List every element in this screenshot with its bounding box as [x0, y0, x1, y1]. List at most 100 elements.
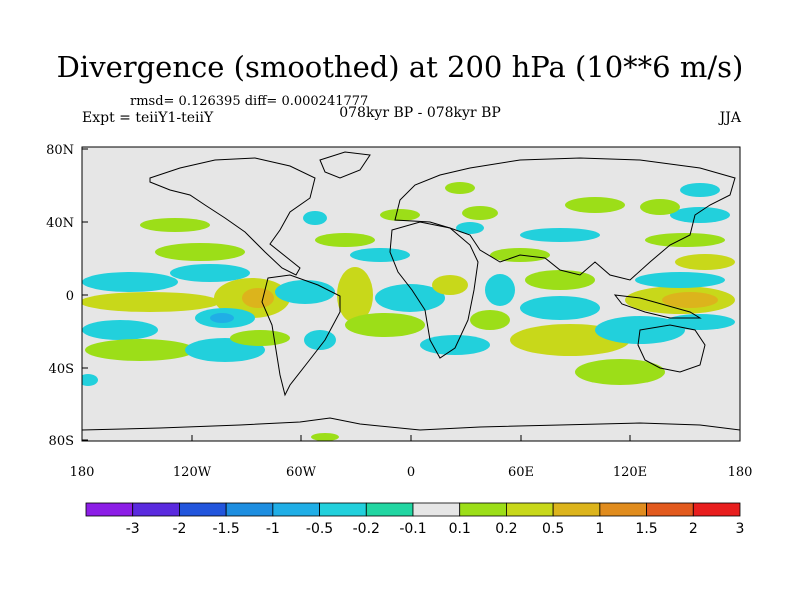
coastline-antarctica [82, 417, 740, 431]
neg-anomaly [375, 284, 445, 312]
pos-anomaly [315, 233, 375, 247]
colorbar-label: -1 [266, 521, 280, 537]
neg-anomaly [275, 280, 335, 304]
pos-anomaly [470, 310, 510, 330]
pos-anomaly [675, 254, 735, 270]
neg-anomaly [82, 272, 178, 292]
lon-labels: 180 120W 60W 0 60E 120E 180 [70, 465, 753, 480]
lon-label: 180 [728, 465, 753, 480]
neg-anomaly [420, 335, 490, 355]
colorbar-label: -2 [172, 521, 186, 537]
pos-anomaly [140, 218, 210, 232]
neg-anomaly [82, 320, 158, 340]
lon-label: 0 [407, 465, 415, 480]
lon-label: 120W [173, 465, 212, 480]
pos-anomaly [311, 433, 339, 441]
colorbar-label: -0.5 [306, 521, 333, 537]
colorbar-swatch [85, 502, 134, 517]
colorbar: -3 -2 -1.5 -1 -0.5 -0.2 -0.1 0.1 0.2 0.5 1 1.5 2 3 [85, 502, 745, 537]
pos-anomaly [82, 374, 98, 386]
colorbar-swatch [646, 502, 694, 517]
neg-anomaly [350, 248, 410, 262]
lon-label: 180 [70, 465, 95, 480]
pos-anomaly [445, 182, 475, 194]
neg-anomaly [170, 264, 250, 282]
colorbar-label: -1.5 [212, 521, 239, 537]
colorbar-label: 2 [689, 521, 698, 537]
pos-anomaly [575, 359, 665, 385]
pos-anomaly [345, 313, 425, 337]
lat-label: 40N [46, 216, 74, 231]
neg-anomaly [520, 296, 600, 320]
coastline-eurasia [394, 157, 736, 281]
pos-anomaly [380, 209, 420, 221]
pos-anomaly [645, 233, 725, 247]
period-label: 078kyr BP - 078kyr BP [339, 105, 501, 121]
pos-anomaly [85, 339, 195, 361]
colorbar-label: -3 [126, 521, 140, 537]
coastline-north-america [149, 157, 316, 276]
pos-anomaly [155, 243, 245, 261]
colorbar-label: 3 [736, 521, 745, 537]
neg-anomaly [680, 183, 720, 197]
pos-anomaly [432, 275, 468, 295]
lon-label: 60E [508, 465, 534, 480]
pos-anomaly-strong [242, 288, 274, 308]
pos-anomaly [565, 197, 625, 213]
colorbar-swatch [412, 502, 461, 517]
coastline-africa [389, 221, 479, 359]
neg-anomaly [485, 274, 515, 306]
lat-label: 80S [49, 434, 74, 449]
colorbar-label: 0.5 [542, 521, 564, 537]
chart-title: Divergence (smoothed) at 200 hPa (10**6 … [56, 50, 744, 84]
lat-label: 80N [46, 143, 74, 158]
colorbar-label: -0.1 [399, 521, 426, 537]
neg-anomaly [303, 211, 327, 225]
coastline-south-america [261, 274, 341, 397]
neg-anomaly [665, 314, 735, 330]
colorbar-swatch [552, 502, 601, 517]
lat-label: 40S [49, 362, 74, 377]
colorbar-swatch [319, 502, 367, 517]
lon-ticks [81, 435, 741, 441]
lat-labels: 80N 40N 0 40S 80S [46, 143, 74, 449]
lat-label: 0 [66, 289, 74, 304]
lon-label: 120E [613, 465, 647, 480]
lat-ticks [82, 148, 88, 441]
colorbar-swatch [132, 502, 180, 517]
experiment-label: Expt = teiiY1-teiiY [82, 110, 214, 126]
neg-anomaly [520, 228, 600, 242]
neg-anomaly-strong [210, 313, 234, 323]
pos-anomaly [525, 270, 595, 290]
pos-anomaly-strong [662, 292, 718, 308]
colorbar-label: 1.5 [635, 521, 657, 537]
colorbar-label: 0.2 [495, 521, 517, 537]
colorbar-swatch [692, 502, 741, 517]
colorbar-swatch [225, 502, 274, 517]
neg-anomaly [456, 222, 484, 234]
coastline-indonesia [613, 294, 702, 319]
colorbar-swatch [599, 502, 647, 517]
pos-anomaly [82, 292, 220, 312]
neg-anomaly [670, 207, 730, 223]
stats-text: rmsd= 0.126395 diff= 0.000241777 [130, 94, 369, 109]
season-label: JJA [719, 110, 741, 126]
coastline-australia [637, 324, 706, 373]
pos-anomaly [640, 199, 680, 215]
colorbar-label: -0.2 [353, 521, 380, 537]
pos-anomaly [230, 330, 290, 346]
colorbar-label: 0.1 [449, 521, 471, 537]
pos-anomaly [337, 267, 373, 323]
colorbar-swatch [459, 502, 507, 517]
coastlines [82, 151, 740, 431]
colorbar-swatch [272, 502, 320, 517]
pos-anomaly [462, 206, 498, 220]
coastline-greenland [319, 151, 371, 179]
colorbar-swatch [365, 502, 414, 517]
colorbar-swatch [506, 502, 554, 517]
lon-label: 60W [286, 465, 317, 480]
colorbar-swatch [179, 502, 227, 517]
colorbar-label: 1 [595, 521, 604, 537]
neg-anomaly [635, 272, 725, 288]
